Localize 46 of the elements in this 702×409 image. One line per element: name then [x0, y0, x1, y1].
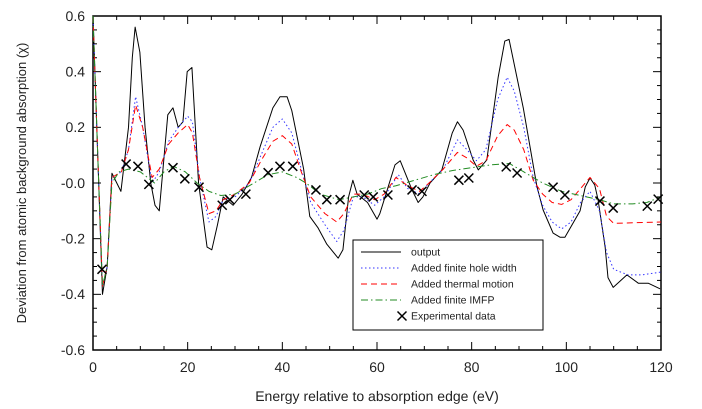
y-tick-label: -0.2 — [60, 230, 86, 247]
x-tick-label: 80 — [464, 359, 480, 375]
point — [224, 194, 236, 205]
y-tick-label: 0.4 — [66, 64, 86, 80]
point — [560, 190, 570, 200]
y-tick-label: -0.6 — [60, 342, 86, 358]
point — [334, 194, 346, 205]
y-tick-label: -0.0 — [60, 174, 86, 191]
y-tick-label: -0.4 — [60, 286, 86, 302]
point — [144, 179, 154, 190]
point — [512, 168, 522, 178]
legend-label: Experimental data — [411, 310, 496, 323]
point — [608, 202, 618, 214]
point — [240, 188, 252, 200]
y-axis-title: Deviation from atomic background absorption (χ) — [14, 42, 29, 324]
point — [548, 182, 558, 192]
legend-label: output — [411, 246, 440, 259]
y-tick-label: 0.2 — [66, 119, 86, 136]
legend-label: Added finite IMFP — [411, 294, 494, 307]
point — [194, 182, 204, 192]
point — [180, 174, 190, 184]
legend-label: Added finite hole width — [411, 262, 517, 275]
x-tick-label: 20 — [180, 359, 196, 375]
legend-label: Added thermal motion — [411, 278, 514, 291]
point — [274, 161, 286, 172]
x-tick-label: 40 — [274, 359, 290, 375]
point — [382, 190, 394, 200]
point — [216, 200, 228, 211]
x-tick-label: 60 — [369, 359, 385, 375]
point — [310, 184, 322, 196]
point — [652, 194, 664, 204]
point — [500, 162, 512, 172]
point — [132, 161, 144, 172]
point — [322, 194, 332, 205]
x-tick-label: 120 — [649, 359, 673, 375]
x-tick-label: 100 — [554, 359, 578, 375]
point — [262, 167, 274, 178]
point — [642, 200, 653, 212]
point — [96, 264, 108, 275]
x-tick-label: 0 — [89, 359, 98, 375]
x-axis-title: Energy relative to absorption edge (eV) — [255, 388, 499, 404]
point — [287, 161, 298, 172]
point — [168, 162, 178, 173]
point — [120, 158, 132, 170]
y-tick-label: 0.6 — [66, 8, 86, 24]
point — [594, 196, 606, 206]
